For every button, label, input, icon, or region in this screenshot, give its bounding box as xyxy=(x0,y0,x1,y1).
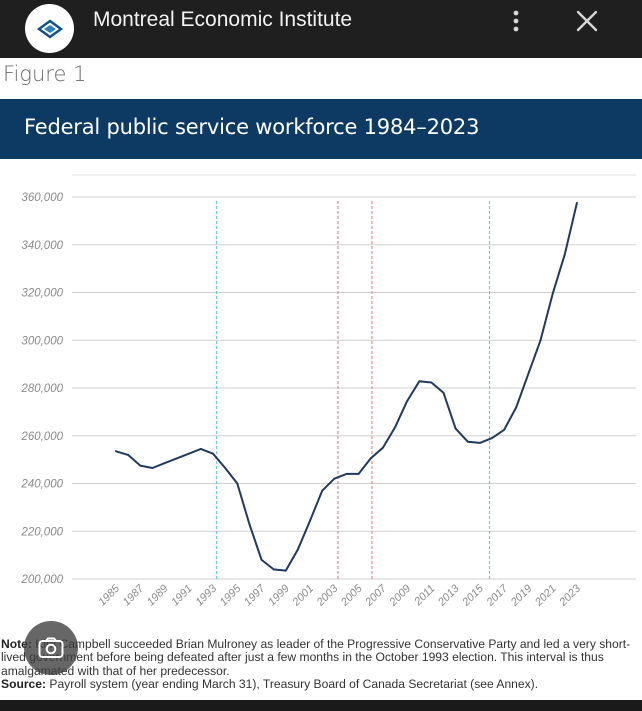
x-tick-label: 1999 xyxy=(266,583,292,609)
workforce-series-line xyxy=(115,202,578,572)
chart-title-banner: Federal public service workforce 1984–20… xyxy=(0,99,642,159)
y-tick-label: 340,000 xyxy=(21,240,63,252)
data-point xyxy=(284,569,287,572)
x-tick-label: 2017 xyxy=(484,582,511,609)
y-tick-label: 220,000 xyxy=(20,526,63,538)
data-point xyxy=(466,440,469,443)
y-tick-label: 280,000 xyxy=(20,383,63,395)
x-tick-label: 2003 xyxy=(314,582,341,609)
x-tick-label: 1997 xyxy=(242,582,268,608)
data-point xyxy=(454,427,457,430)
x-tick-label: 2005 xyxy=(338,582,365,609)
data-point xyxy=(539,339,542,342)
y-tick-label: 320,000 xyxy=(21,288,63,300)
x-tick-label: 2001 xyxy=(290,583,317,610)
data-point xyxy=(321,489,324,492)
data-point xyxy=(503,428,506,431)
x-tick-label: 1993 xyxy=(193,582,219,608)
close-icon[interactable] xyxy=(573,7,601,35)
data-point xyxy=(430,381,433,384)
google-lens-camera-icon[interactable] xyxy=(24,621,78,675)
data-point xyxy=(297,548,299,551)
data-point xyxy=(187,452,190,455)
x-tick-label: 2011 xyxy=(412,583,438,609)
figure-label: Figure 1 xyxy=(3,62,87,86)
data-point xyxy=(212,452,214,455)
x-tick-label: 2015 xyxy=(460,582,487,609)
mei-logo-icon[interactable] xyxy=(25,4,74,53)
source-label: Source: xyxy=(1,676,47,691)
data-point xyxy=(127,453,130,456)
more-vert-icon[interactable] xyxy=(503,8,529,34)
data-point xyxy=(272,568,275,571)
data-point xyxy=(381,446,384,449)
data-point xyxy=(224,467,227,469)
line-chart: 200,000 220,000 240,000 260,000 280,000 300,0… xyxy=(20,174,636,610)
x-tick-label: 2023 xyxy=(557,582,584,609)
x-tick-label: 2013 xyxy=(435,582,462,609)
y-tick-label: 240,000 xyxy=(20,479,63,491)
y-tick-label: 260,000 xyxy=(20,431,63,443)
x-tick-label: 1995 xyxy=(218,582,244,608)
data-point xyxy=(345,473,348,475)
data-point xyxy=(151,467,154,469)
y-tick-label: 200,000 xyxy=(20,574,63,586)
data-point xyxy=(175,457,178,460)
data-point xyxy=(491,437,493,440)
data-point xyxy=(236,482,239,485)
x-tick-label: 2021 xyxy=(532,583,559,610)
chart-notes: Note: Kim Campbell succeeded Brian Mulro… xyxy=(1,637,641,691)
data-point xyxy=(515,406,518,408)
data-point xyxy=(479,442,481,444)
data-point xyxy=(357,473,360,475)
bottom-bar xyxy=(0,700,642,711)
data-point xyxy=(394,426,396,429)
data-point xyxy=(418,380,421,383)
x-tick-label: 1989 xyxy=(145,583,171,609)
data-point xyxy=(163,462,166,465)
chart-title: Federal public service workforce 1984–20… xyxy=(24,115,480,139)
data-point xyxy=(551,292,554,295)
source-text: Payroll system (year ending March 31), T… xyxy=(46,676,539,691)
data-point xyxy=(333,477,336,480)
x-tick-label: 1991 xyxy=(169,583,195,609)
x-tick-label: 2007 xyxy=(362,582,389,609)
data-point xyxy=(442,391,445,394)
y-tick-label: 360,000 xyxy=(21,192,63,204)
source-paragraph: Source: Payroll system (year ending Marc… xyxy=(1,676,641,691)
y-tick-label: 300,000 xyxy=(21,335,63,347)
x-tick-label: 2019 xyxy=(508,583,535,610)
data-point xyxy=(527,372,530,375)
note-paragraph: Note: Kim Campbell succeeded Brian Mulro… xyxy=(1,637,641,678)
data-point xyxy=(115,450,117,453)
x-tick-label: 2009 xyxy=(387,583,414,610)
data-point xyxy=(369,457,372,460)
x-tick-label: 1985 xyxy=(96,582,122,608)
app-bar: Montreal Economic Institute xyxy=(0,0,642,58)
data-point xyxy=(248,523,251,525)
data-point xyxy=(309,519,311,522)
data-point xyxy=(576,202,578,204)
app-title: Montreal Economic Institute xyxy=(93,8,353,31)
note-text: Kim Campbell succeeded Brian Mulroney as… xyxy=(1,637,631,678)
data-point xyxy=(200,447,202,450)
data-point xyxy=(139,464,142,467)
data-point xyxy=(406,400,409,403)
data-point xyxy=(260,559,263,561)
data-point xyxy=(563,253,566,256)
x-tick-label: 1987 xyxy=(121,582,147,608)
